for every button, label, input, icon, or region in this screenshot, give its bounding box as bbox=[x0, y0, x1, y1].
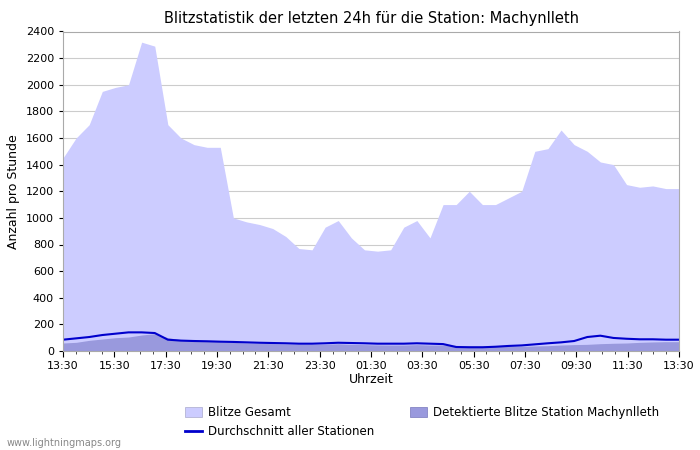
Title: Blitzstatistik der letzten 24h für die Station: Machynlleth: Blitzstatistik der letzten 24h für die S… bbox=[164, 11, 578, 26]
Legend: Blitze Gesamt, Durchschnitt aller Stationen, Detektierte Blitze Station Machynll: Blitze Gesamt, Durchschnitt aller Statio… bbox=[180, 402, 664, 443]
X-axis label: Uhrzeit: Uhrzeit bbox=[349, 373, 393, 386]
Text: www.lightningmaps.org: www.lightningmaps.org bbox=[7, 438, 122, 448]
Y-axis label: Anzahl pro Stunde: Anzahl pro Stunde bbox=[7, 134, 20, 248]
